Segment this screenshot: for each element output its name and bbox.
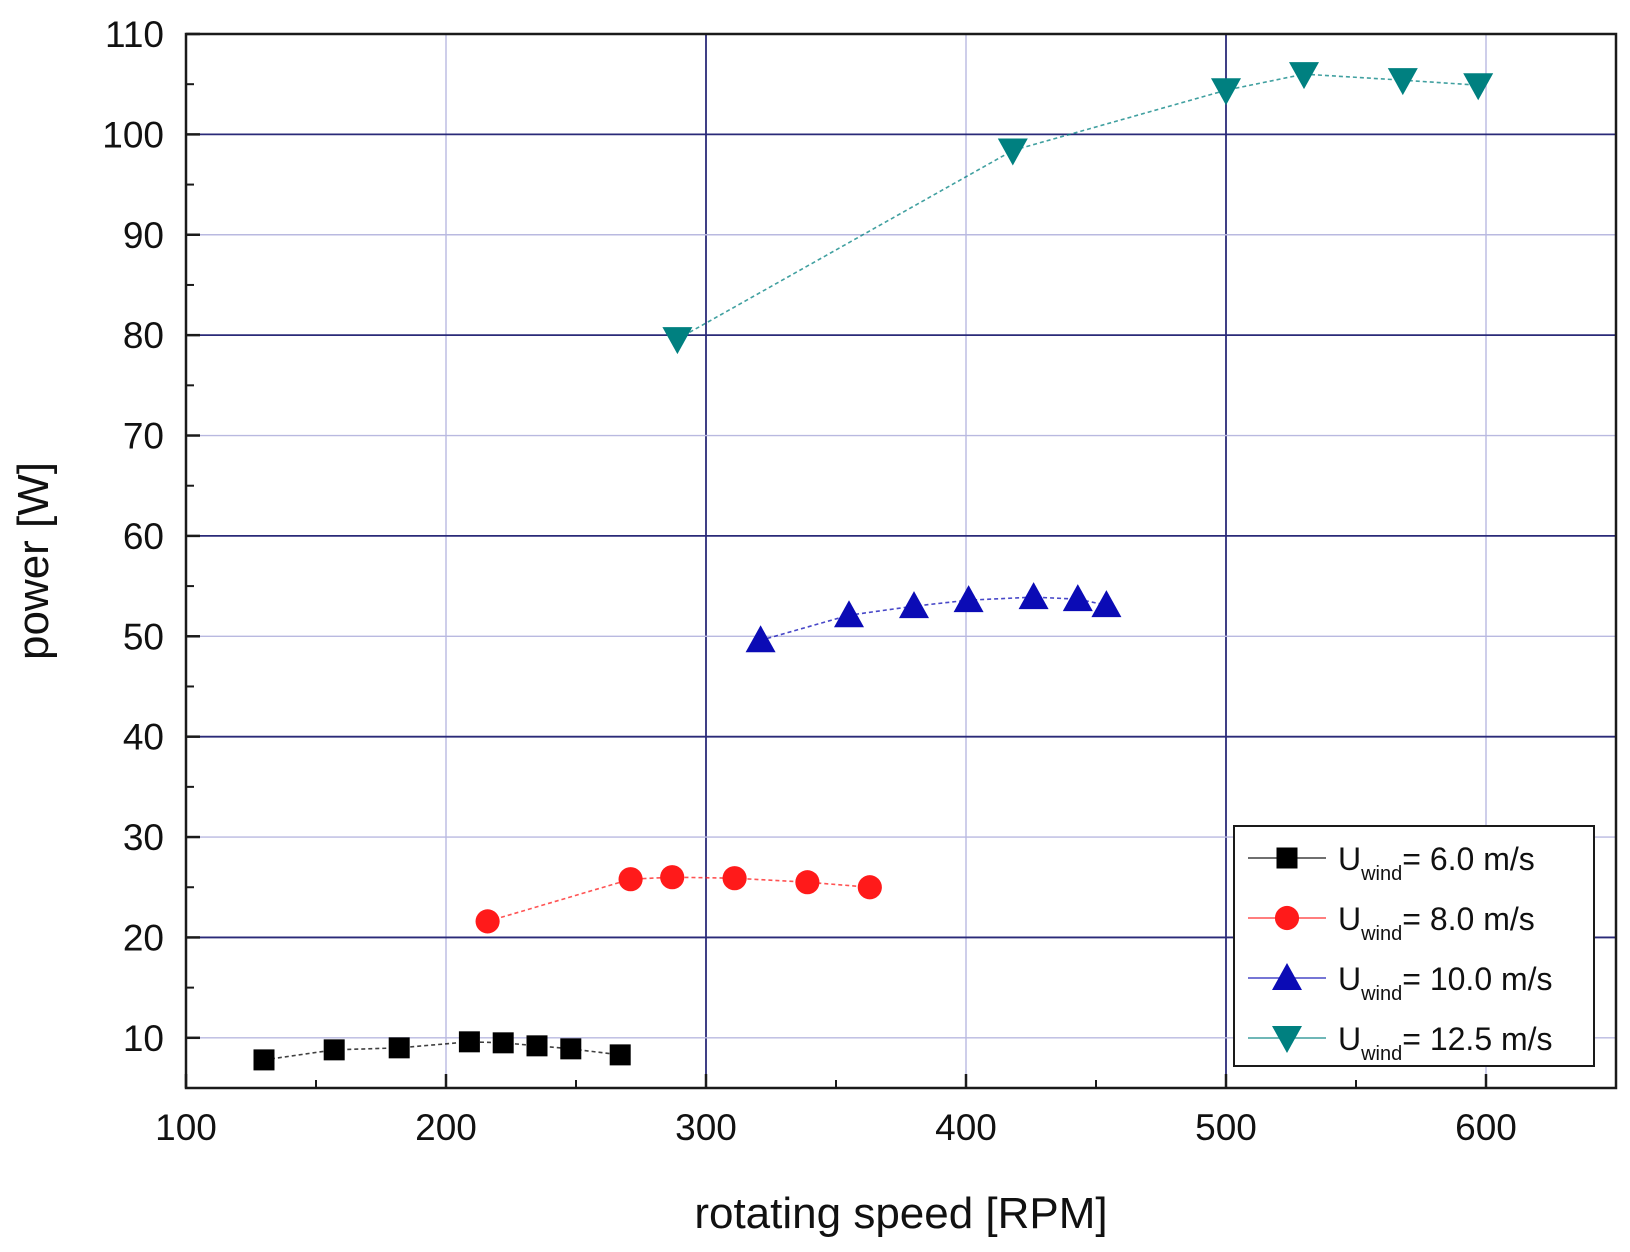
legend-label-main: U [1338, 1021, 1361, 1057]
data-point-series-0 [323, 1039, 345, 1061]
y-tick-label: 90 [123, 215, 164, 256]
legend-label-subscript: wind [1360, 923, 1402, 945]
series-line-3 [677, 73, 1479, 340]
data-point-series-0 [458, 1031, 480, 1053]
legend-label-subscript: wind [1360, 983, 1402, 1005]
data-point-series-2 [1018, 582, 1049, 610]
legend-label-0: Uwind= 6.0 m/s [1338, 841, 1535, 885]
legend-label-value: = 10.0 m/s [1402, 961, 1552, 997]
data-point-series-0 [526, 1035, 548, 1057]
grid-layer [186, 34, 1616, 1088]
data-point-series-1 [857, 875, 882, 900]
x-tick-label: 100 [155, 1107, 217, 1148]
x-tick-label: 300 [675, 1107, 737, 1148]
x-tick-label: 400 [935, 1107, 997, 1148]
data-point-series-3 [1463, 73, 1494, 101]
y-tick-label: 70 [123, 416, 164, 457]
data-point-series-2 [1091, 590, 1122, 618]
data-point-series-2 [745, 625, 776, 653]
data-point-series-0 [560, 1038, 582, 1060]
data-point-series-1 [618, 867, 643, 892]
data-point-series-2 [899, 591, 929, 619]
y-tick-label: 100 [102, 114, 164, 155]
axis-ticks-layer: 100 200 300 400 500 600 10 20 30 40 50 60 70 80 90 100 1… [102, 14, 1517, 1148]
legend-label-main: U [1338, 901, 1361, 937]
x-tick-label: 200 [415, 1107, 477, 1148]
y-axis-title: power [W] [9, 462, 58, 660]
data-point-series-1 [795, 870, 820, 895]
data-point-series-1 [660, 865, 685, 890]
data-point-series-1 [475, 909, 500, 934]
data-point-series-0 [492, 1032, 514, 1054]
plot-frame [184, 32, 1618, 1090]
legend-label-value: = 6.0 m/s [1402, 841, 1535, 877]
data-point-series-3 [1211, 78, 1241, 106]
legend-label-2: Uwind= 10.0 m/s [1338, 961, 1553, 1005]
legend-label-value: = 12.5 m/s [1402, 1021, 1552, 1057]
data-point-series-1 [722, 866, 747, 891]
markers-layer [253, 62, 1494, 1071]
data-point-series-2 [834, 600, 864, 628]
y-tick-label: 30 [123, 817, 164, 858]
legend-label-subscript: wind [1360, 863, 1402, 885]
data-point-series-3 [997, 138, 1028, 166]
data-point-series-3 [1387, 68, 1418, 96]
data-point-series-3 [1289, 62, 1319, 90]
data-point-series-0 [388, 1037, 410, 1059]
x-tick-label: 600 [1455, 1107, 1517, 1148]
y-tick-label: 110 [105, 14, 164, 55]
legend-label-value: = 8.0 m/s [1402, 901, 1535, 937]
data-point-series-2 [1062, 584, 1093, 612]
data-point-series-0 [609, 1044, 631, 1066]
legend-label-main: U [1338, 841, 1361, 877]
legend-marker-1 [1274, 905, 1300, 931]
legend-marker-2 [1272, 963, 1302, 990]
y-tick-label: 50 [123, 616, 164, 657]
legend-label-subscript: wind [1360, 1043, 1402, 1065]
x-axis-title: rotating speed [RPM] [694, 1189, 1107, 1238]
data-point-series-3 [662, 327, 693, 355]
y-tick-label: 20 [123, 917, 164, 958]
legend-label-main: U [1338, 961, 1361, 997]
legend-marker-0 [1276, 847, 1298, 869]
data-point-series-2 [953, 585, 984, 613]
y-tick-label: 80 [123, 315, 164, 356]
legend-label-1: Uwind= 8.0 m/s [1338, 901, 1535, 945]
y-tick-label: 60 [123, 516, 164, 557]
x-tick-label: 500 [1195, 1107, 1257, 1148]
legend-label-3: Uwind= 12.5 m/s [1338, 1021, 1553, 1065]
y-tick-label: 40 [123, 717, 164, 758]
data-point-series-0 [253, 1049, 275, 1071]
y-tick-label: 10 [123, 1018, 164, 1059]
legend-marker-3 [1272, 1026, 1302, 1053]
